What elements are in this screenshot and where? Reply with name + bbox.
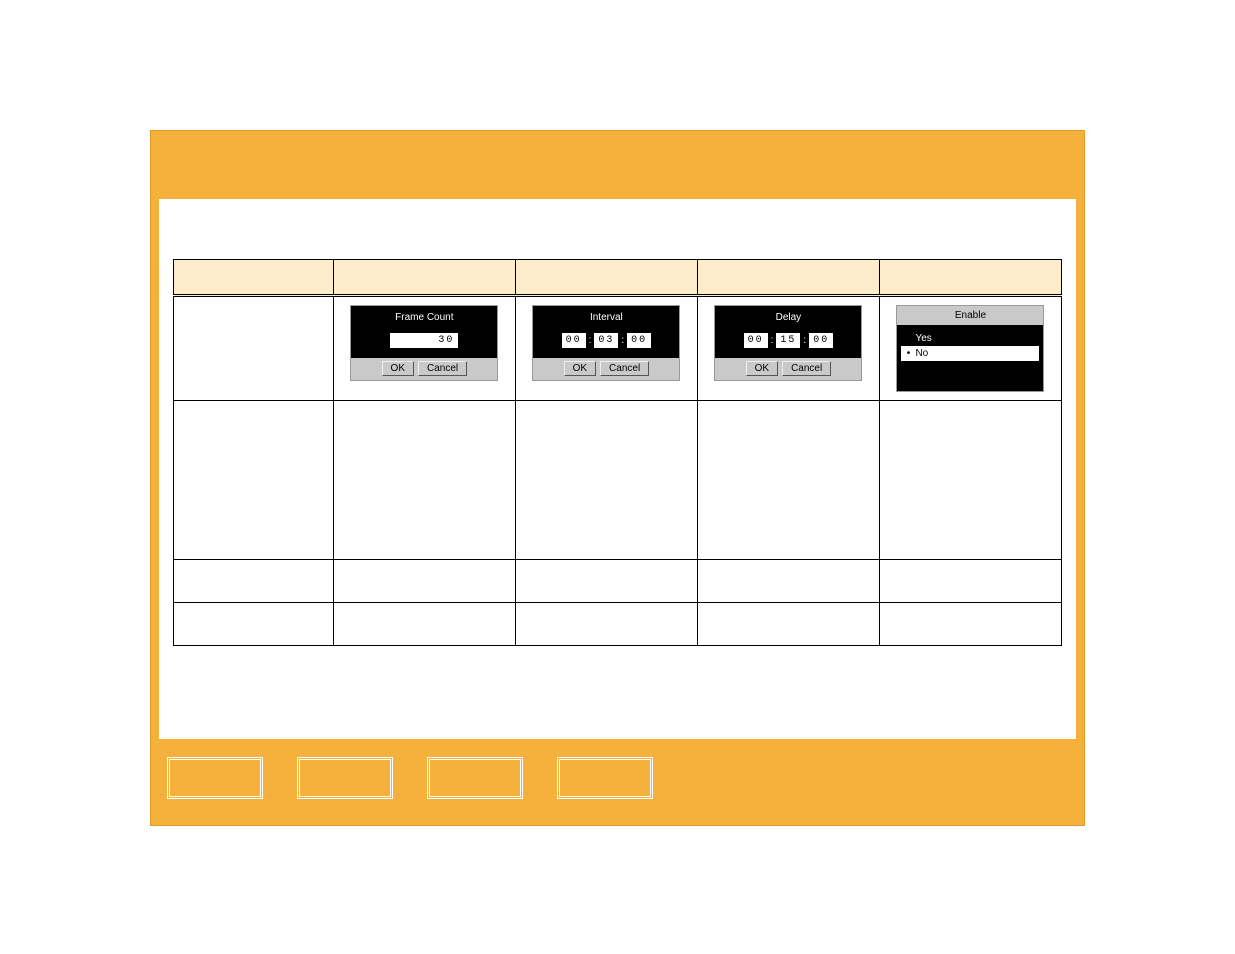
time-separator: : — [770, 335, 775, 346]
footer-button-3[interactable] — [427, 757, 523, 799]
orange-panel: Frame Count30OKCancelInterval00:03:00OKC… — [150, 130, 1085, 826]
table-cell — [515, 401, 697, 560]
ok-button[interactable]: OK — [746, 361, 778, 376]
panel-bottom-strip — [151, 817, 1084, 825]
mini-body: Interval00:03:00 — [533, 306, 679, 358]
footer-button-2[interactable] — [297, 757, 393, 799]
table-cell — [879, 560, 1061, 603]
panel-header — [151, 131, 1084, 199]
bullet-icon: • — [905, 348, 911, 359]
table-cell — [879, 603, 1061, 646]
enable-option-yes[interactable]: Yes — [901, 331, 1039, 346]
table-cell — [333, 603, 515, 646]
interval-seg-1[interactable]: 03 — [594, 333, 618, 348]
row-label-cell — [174, 401, 334, 560]
mini-title: Interval — [537, 312, 675, 323]
table-cell — [333, 560, 515, 603]
table-cell — [697, 401, 879, 560]
ok-button[interactable]: OK — [564, 361, 596, 376]
table-cell — [515, 560, 697, 603]
row-label-cell — [174, 296, 334, 401]
time-separator: : — [588, 335, 593, 346]
footer-button-1[interactable] — [167, 757, 263, 799]
table-header-cell — [174, 260, 334, 296]
mini-delay: Delay00:15:00OKCancel — [714, 305, 862, 381]
table-cell — [697, 560, 879, 603]
panel-body: Frame Count30OKCancelInterval00:03:00OKC… — [159, 199, 1076, 739]
table-row: Frame Count30OKCancelInterval00:03:00OKC… — [174, 296, 1062, 401]
delay-seg-1[interactable]: 15 — [776, 333, 800, 348]
delay-seg-0[interactable]: 00 — [744, 333, 768, 348]
ok-button[interactable]: OK — [382, 361, 414, 376]
interval-seg-0[interactable]: 00 — [562, 333, 586, 348]
cancel-button[interactable]: Cancel — [600, 361, 649, 376]
mini-body: Delay00:15:00 — [715, 306, 861, 358]
table-cell — [697, 603, 879, 646]
mini-title: Delay — [719, 312, 857, 323]
table-header-cell — [879, 260, 1061, 296]
row-label-cell — [174, 560, 334, 603]
mini-input-row: 30 — [390, 333, 458, 348]
time-separator: : — [802, 335, 807, 346]
cancel-button[interactable]: Cancel — [418, 361, 467, 376]
mini-enable: EnableYes•No — [896, 305, 1044, 392]
frame_count-input[interactable]: 30 — [390, 333, 458, 348]
table-cell — [515, 603, 697, 646]
panel-footer — [151, 739, 1084, 817]
table-row — [174, 401, 1062, 560]
table-cell — [879, 401, 1061, 560]
mini-input-row: 00:15:00 — [744, 333, 834, 348]
mini-frame_count: Frame Count 30 OK Cancel — [350, 305, 498, 381]
table-header-cell — [333, 260, 515, 296]
mini-title: Enable — [897, 306, 1043, 325]
mini-body: Yes•No — [897, 325, 1043, 391]
screenshot-cell: Interval00:03:00OKCancel — [515, 296, 697, 401]
table-header-row — [174, 260, 1062, 296]
row-label-cell — [174, 603, 334, 646]
table-row — [174, 560, 1062, 603]
mini-body: Frame Count 30 — [351, 306, 497, 358]
screenshot-cell: Frame Count 30 OK Cancel — [333, 296, 515, 401]
mini-interval: Interval00:03:00OKCancel — [532, 305, 680, 381]
screenshot-cell: Delay00:15:00OKCancel — [697, 296, 879, 401]
interval-seg-2[interactable]: 00 — [627, 333, 651, 348]
settings-table: Frame Count30OKCancelInterval00:03:00OKC… — [173, 259, 1062, 646]
mini-title: Frame Count — [355, 312, 493, 323]
enable-option-no[interactable]: •No — [901, 346, 1039, 361]
table-header-cell — [515, 260, 697, 296]
table-cell — [333, 401, 515, 560]
delay-seg-2[interactable]: 00 — [809, 333, 833, 348]
screenshot-cell: EnableYes•No — [879, 296, 1061, 401]
cancel-button[interactable]: Cancel — [782, 361, 831, 376]
mini-input-row: 00:03:00 — [562, 333, 652, 348]
page: Frame Count30OKCancelInterval00:03:00OKC… — [0, 0, 1235, 954]
table-row — [174, 603, 1062, 646]
table-header-cell — [697, 260, 879, 296]
footer-button-4[interactable] — [557, 757, 653, 799]
time-separator: : — [620, 335, 625, 346]
